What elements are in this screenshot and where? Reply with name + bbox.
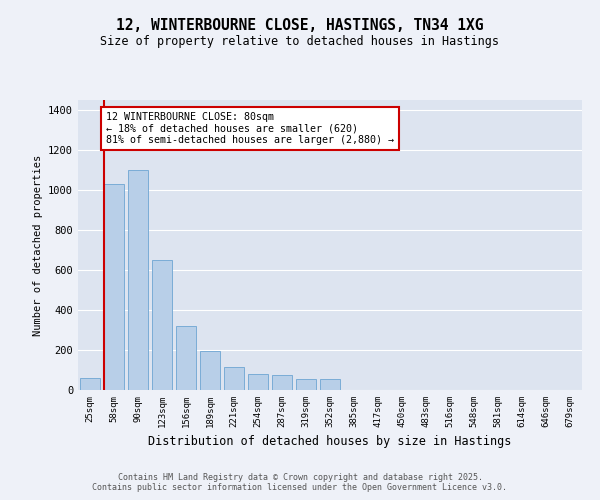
Text: 12 WINTERBOURNE CLOSE: 80sqm
← 18% of detached houses are smaller (620)
81% of s: 12 WINTERBOURNE CLOSE: 80sqm ← 18% of de… bbox=[106, 112, 394, 145]
X-axis label: Distribution of detached houses by size in Hastings: Distribution of detached houses by size … bbox=[148, 436, 512, 448]
Bar bbox=[128, 170, 148, 390]
Bar bbox=[224, 367, 244, 390]
Y-axis label: Number of detached properties: Number of detached properties bbox=[32, 154, 43, 336]
Bar bbox=[248, 374, 268, 390]
Bar bbox=[272, 375, 292, 390]
Text: Size of property relative to detached houses in Hastings: Size of property relative to detached ho… bbox=[101, 35, 499, 48]
Text: Contains HM Land Registry data © Crown copyright and database right 2025.
Contai: Contains HM Land Registry data © Crown c… bbox=[92, 473, 508, 492]
Bar bbox=[104, 184, 124, 390]
Bar bbox=[296, 379, 316, 390]
Bar bbox=[320, 379, 340, 390]
Bar bbox=[200, 351, 220, 390]
Bar bbox=[176, 326, 196, 390]
Text: 12, WINTERBOURNE CLOSE, HASTINGS, TN34 1XG: 12, WINTERBOURNE CLOSE, HASTINGS, TN34 1… bbox=[116, 18, 484, 32]
Bar bbox=[80, 378, 100, 390]
Bar bbox=[152, 260, 172, 390]
